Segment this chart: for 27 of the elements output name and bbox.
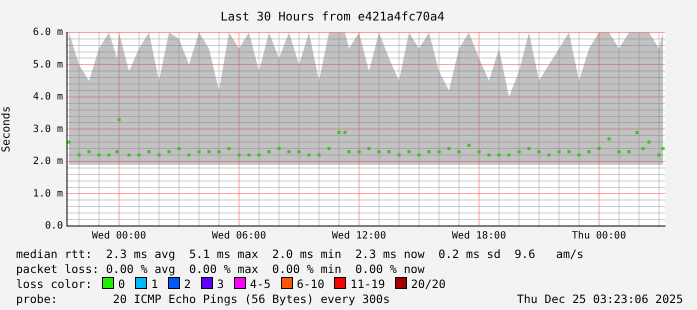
y-tick-label: 3.0 m [32,124,63,135]
legend-label: 4-5 [250,277,271,291]
y-tick-label: 2.0 m [32,156,63,168]
y-tick-label: 0.0 [44,220,63,232]
y-tick-label: 1.0 m [32,188,63,200]
legend-label: 0 [118,277,126,291]
x-tick-label: Wed 00:00 [92,230,146,242]
x-tick-label: Thu 00:00 [572,230,626,242]
legend-label: 11-19 [350,277,386,291]
text: median rtt: 2.3 ms avg 5.1 ms max 2.0 ms min 2.3 ms now 0.2 ms sd 9.6 am/s [16,247,584,261]
x-tick-label: Wed 12:00 [332,230,386,242]
text: packet loss: 0.00 % avg 0.00 % max 0.00 % min 0.00 % now [16,262,424,276]
legend-title: loss color: [16,277,92,291]
legend-label: 2 [184,277,191,291]
legend-label: 20/20 [411,277,446,291]
legend-label: 6-10 [296,277,324,291]
y-tick-label: 6.0 m [32,26,63,38]
text: Thu Dec 25 03:23:06 2025 [516,292,683,306]
y-tick-label: 4.0 m [32,92,63,103]
chart-title: Last 30 Hours from e421a4fc70a4 [220,9,444,24]
legend-label: 3 [216,277,224,291]
y-axis-title: Seconds [0,106,12,152]
y-tick-label: 5.0 m [32,59,63,70]
text: probe: 20 ICMP Echo Pings (56 Bytes) every 300s [16,292,390,306]
legend-label: 1 [151,277,158,291]
x-tick-label: Wed 18:00 [452,230,506,242]
x-tick-label: Wed 06:00 [212,230,266,242]
